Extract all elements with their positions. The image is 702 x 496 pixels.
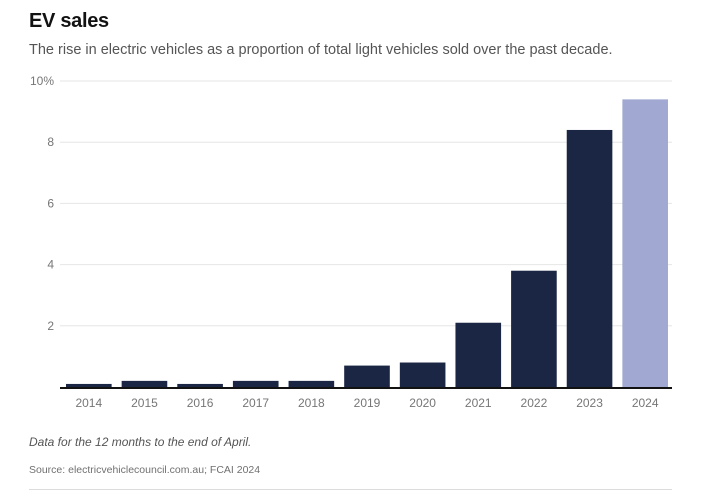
- bar-2018: [288, 380, 335, 387]
- y-tick-label: 4: [47, 258, 54, 272]
- chart-source: Source: electricvehiclecouncil.com.au; F…: [29, 464, 261, 476]
- bar-2019: [344, 365, 390, 387]
- x-tick-label: 2018: [298, 396, 325, 410]
- bar-2014: [66, 383, 112, 387]
- bar-2016: [177, 383, 223, 387]
- bar-2023: [566, 129, 613, 387]
- x-tick-label: 2014: [75, 396, 102, 410]
- x-tick-label: 2017: [242, 396, 269, 410]
- x-tick-label: 2023: [576, 396, 603, 410]
- y-tick-label: 6: [47, 196, 54, 210]
- bar-2021: [455, 322, 502, 387]
- chart-subtitle: The rise in electric vehicles as a propo…: [29, 42, 613, 58]
- bar-2017: [232, 380, 279, 387]
- bar-2024: [622, 99, 668, 388]
- bars: [66, 99, 668, 388]
- x-tick-label: 2020: [409, 396, 436, 410]
- x-axis-ticks: 2014 2015 2016 2017 2018 2019 2020 2021 2022 2023…: [75, 396, 658, 410]
- y-tick-label: 10%: [30, 74, 54, 88]
- chart-title: EV sales: [29, 10, 109, 32]
- bar-2015: [121, 380, 168, 387]
- bar-chart: 2 4 6 8 10% 2014 2015 2016 2017 2018 2019 2020 2021…: [30, 74, 672, 410]
- bar-2020: [399, 362, 446, 387]
- x-tick-label: 2021: [465, 396, 492, 410]
- chart-note: Data for the 12 months to the end of Apr…: [29, 435, 252, 449]
- bar-2022: [511, 270, 557, 387]
- y-tick-label: 2: [47, 319, 54, 333]
- x-tick-label: 2016: [187, 396, 214, 410]
- footer-divider: [29, 489, 672, 490]
- x-tick-label: 2022: [521, 396, 548, 410]
- y-axis-ticks: 2 4 6 8 10%: [30, 74, 54, 333]
- x-tick-label: 2019: [354, 396, 381, 410]
- x-tick-label: 2024: [632, 396, 659, 410]
- y-tick-label: 8: [47, 135, 54, 149]
- x-tick-label: 2015: [131, 396, 158, 410]
